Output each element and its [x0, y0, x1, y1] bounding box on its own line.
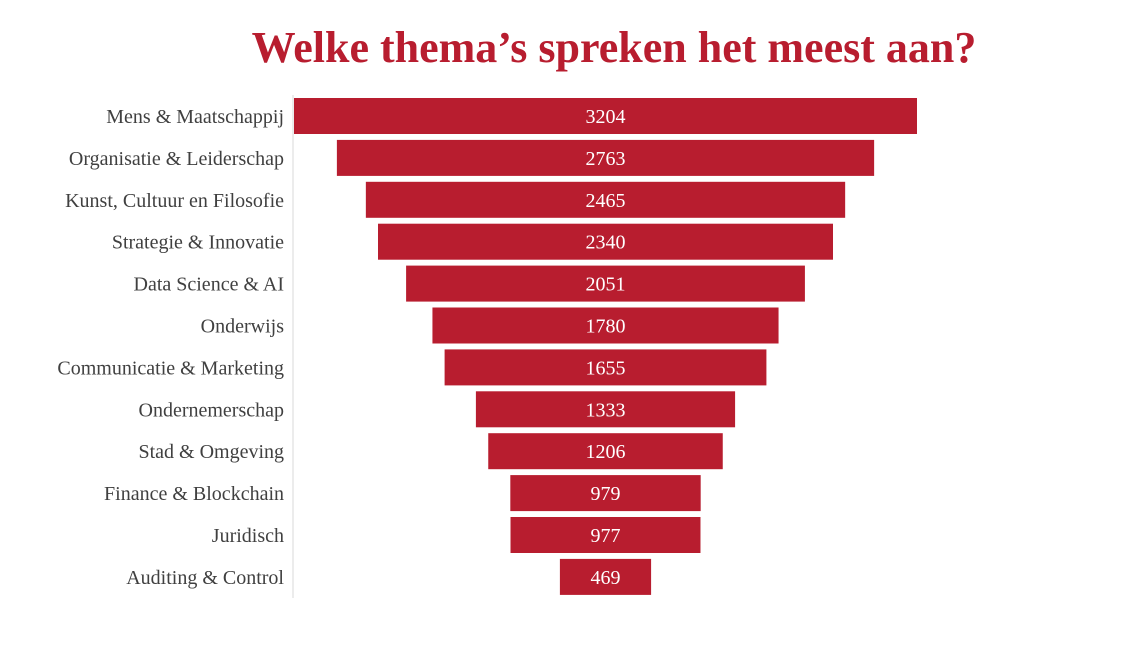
funnel-bar — [336, 139, 875, 176]
category-label: Mens & Maatschappij — [106, 106, 284, 128]
data-label: 1655 — [586, 357, 626, 379]
data-label: 2763 — [586, 148, 626, 170]
category-label: Auditing & Control — [126, 567, 284, 589]
funnel-bar — [378, 223, 833, 260]
data-label: 2340 — [586, 232, 626, 254]
data-label: 1780 — [586, 316, 626, 338]
chart-title: Welke thema’s spreken het meest aan? — [251, 23, 977, 72]
category-label: Organisatie & Leiderschap — [69, 148, 284, 170]
funnel-bar — [559, 558, 652, 595]
data-label: 3204 — [586, 106, 626, 128]
category-label: Communicatie & Marketing — [57, 357, 284, 379]
bars-layer — [294, 98, 917, 595]
category-label: Finance & Blockchain — [104, 483, 284, 505]
funnel-bar — [510, 517, 701, 553]
category-label: Strategie & Innovatie — [112, 232, 284, 254]
data-label: 2051 — [586, 274, 626, 296]
funnel-bar — [406, 265, 805, 302]
funnel-bar — [365, 181, 846, 218]
category-label: Onderwijs — [201, 316, 285, 338]
funnel-bar — [475, 391, 736, 428]
funnel-bar — [444, 349, 767, 386]
funnel-bar — [432, 307, 779, 344]
funnel-bar — [488, 433, 723, 470]
data-label: 469 — [591, 567, 621, 589]
funnel-bar — [294, 98, 917, 134]
category-labels: Mens & Maatschappij Organisatie & Leiders… — [57, 106, 284, 589]
category-label: Ondernemerschap — [139, 399, 285, 421]
funnel-bar — [510, 475, 701, 512]
category-label: Stad & Omgeving — [138, 441, 284, 463]
data-label: 979 — [591, 483, 621, 505]
category-label: Juridisch — [212, 525, 284, 547]
data-label: 1206 — [586, 441, 626, 463]
category-label: Kunst, Cultuur en Filosofie — [65, 190, 284, 212]
value-labels: 3204 2763 2465 2340 2051 1780 1655 1333 1206 979 9… — [586, 106, 626, 589]
data-label: 2465 — [586, 190, 626, 212]
category-label: Data Science & AI — [134, 274, 285, 296]
data-label: 1333 — [586, 399, 626, 421]
data-label: 977 — [591, 525, 621, 547]
